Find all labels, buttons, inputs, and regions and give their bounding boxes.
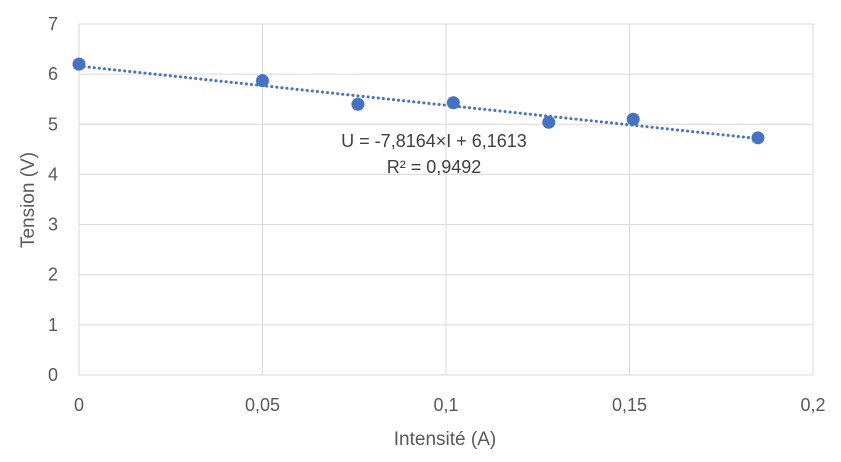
x-tick-label: 0,05 [245,395,280,415]
y-tick-label: 3 [48,215,58,235]
x-tick-label: 0 [74,395,84,415]
gridlines [78,23,814,376]
y-tick-labels: 0 1 2 3 4 5 6 7 [48,14,58,385]
r-squared-label: R² = 0,9492 [387,157,482,177]
data-point [542,115,556,129]
data-point [751,131,765,145]
data-points [72,57,765,145]
x-tick-label: 0,15 [612,395,647,415]
y-tick-label: 2 [48,265,58,285]
data-point [72,57,86,71]
equation-label: U = -7,8164×I + 6,1613 [341,131,527,151]
y-tick-label: 5 [48,114,58,134]
y-tick-label: 4 [48,164,58,184]
x-tick-labels: 0 0,05 0,1 0,15 0,2 [74,395,826,415]
data-point [626,112,640,126]
data-point [446,96,460,110]
y-tick-label: 7 [48,14,58,34]
y-tick-label: 1 [48,315,58,335]
x-axis-title: Intensité (A) [394,429,496,450]
x-tick-label: 0,1 [433,395,458,415]
y-axis-title: Tension (V) [18,152,39,248]
data-point [351,97,365,111]
x-tick-label: 0,2 [800,395,825,415]
trendline-group [77,64,760,141]
y-tick-label: 0 [48,365,58,385]
y-tick-label: 6 [48,64,58,84]
data-point [256,74,269,88]
trendline [77,64,760,141]
